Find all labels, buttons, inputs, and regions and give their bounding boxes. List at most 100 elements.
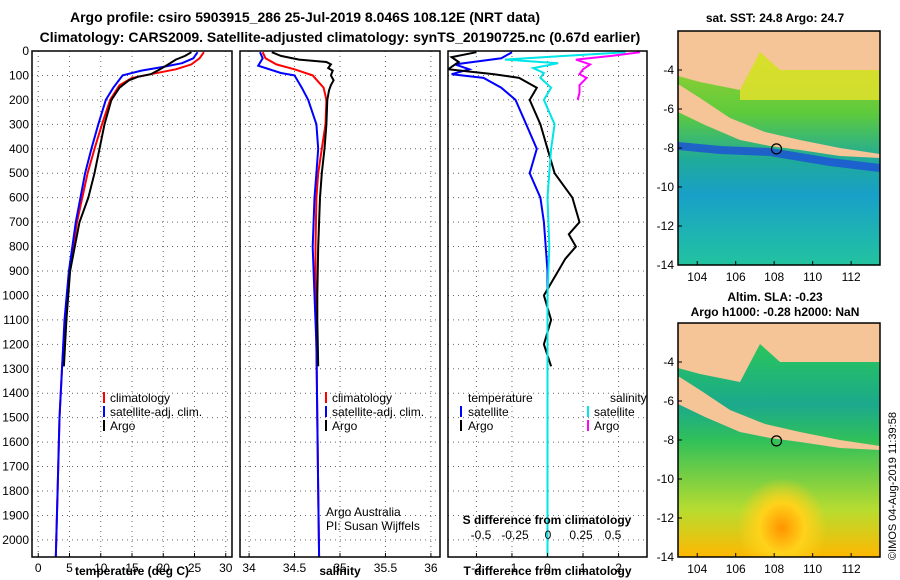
y-tick-label: 1300 bbox=[2, 362, 29, 376]
series-group bbox=[256, 51, 335, 557]
credits-line-1: Argo Australia bbox=[326, 505, 401, 519]
legend-label: satellite-adj. clim. bbox=[110, 405, 202, 419]
legend-label: satellite bbox=[468, 405, 509, 419]
sst-cool-band bbox=[678, 142, 880, 172]
x-tick-label: 35 bbox=[333, 561, 347, 575]
x-axis-label: T difference from climatology bbox=[463, 564, 631, 578]
x2-tick-label: 0.5 bbox=[605, 528, 622, 542]
legend-title-temperature: temperature bbox=[468, 391, 533, 405]
map-y-tick-label: -6 bbox=[663, 102, 674, 116]
x-tick-label: 2 bbox=[615, 561, 622, 575]
legend-label: Argo bbox=[110, 419, 136, 433]
legend-label: Argo bbox=[594, 419, 620, 433]
y-tick-label: 1100 bbox=[3, 313, 29, 327]
map-x-tick-label: 110 bbox=[803, 270, 822, 284]
x-tick-label: 15 bbox=[125, 561, 139, 575]
legend-label: satellite-adj. clim. bbox=[332, 405, 424, 419]
x-tick-label: 1 bbox=[580, 561, 587, 575]
x-tick-label: -2 bbox=[471, 561, 482, 575]
x-tick-label: 34 bbox=[242, 561, 256, 575]
y-tick-label: 1000 bbox=[2, 288, 29, 302]
x2-tick-label: -0.25 bbox=[501, 528, 529, 542]
title-line-1: Argo profile: csiro 5903915_286 25-Jul-2… bbox=[70, 9, 540, 25]
map-x-tick-label: 110 bbox=[803, 562, 822, 576]
x-tick-label: -1 bbox=[507, 561, 518, 575]
x-tick-label: 20 bbox=[157, 561, 171, 575]
map-y-tick-label: -4 bbox=[663, 63, 674, 77]
map-x-tick-label: 112 bbox=[842, 270, 861, 284]
map-y-tick-label: -8 bbox=[663, 141, 674, 155]
map-y-tick-label: -10 bbox=[657, 180, 675, 194]
y-tick-label: 700 bbox=[9, 215, 29, 229]
y-tick-label: 1800 bbox=[2, 484, 29, 498]
legend-label: climatology bbox=[332, 391, 392, 405]
y-tick-label: 600 bbox=[9, 191, 29, 205]
sla-map-title-line-1: Altim. SLA: -0.23 bbox=[727, 290, 823, 304]
x-tick-label: 10 bbox=[94, 561, 108, 575]
sst-land-borneo bbox=[678, 31, 880, 90]
x-axis-label: temperature (deg C) bbox=[75, 564, 189, 578]
series-group bbox=[448, 51, 641, 557]
legend-label: satellite bbox=[594, 405, 635, 419]
y-tick-label: 1700 bbox=[2, 460, 29, 474]
salinity-panel: 34 34.5 35 35.5 36 salinity climatologysatelli… bbox=[239, 50, 441, 578]
difference-panel: -2 -1 0 1 2T difference from climatology temp… bbox=[447, 50, 648, 578]
y-tick-label: 1900 bbox=[2, 508, 29, 522]
temperature-panel: 0 5 10 15 20 25 30 temperature (deg C) 0 100 200 30… bbox=[2, 44, 233, 578]
y-tick-label: 100 bbox=[9, 68, 29, 82]
y-tick-label: 400 bbox=[9, 142, 29, 156]
y-tick-label: 300 bbox=[9, 117, 29, 131]
legend-label: climatology bbox=[110, 391, 170, 405]
sla-map bbox=[678, 323, 880, 557]
map-x-tick-label: 104 bbox=[687, 270, 707, 284]
map-y-tick-label: -14 bbox=[657, 258, 675, 272]
x-tick-label: 5 bbox=[66, 561, 73, 575]
x2-axis-label: S difference from climatology bbox=[463, 513, 632, 527]
sla-land-borneo bbox=[678, 323, 880, 382]
sla-land-java bbox=[678, 376, 880, 450]
sla-argo-position-marker bbox=[770, 435, 783, 447]
y-tick-label: 1400 bbox=[2, 386, 29, 400]
legend-label: Argo bbox=[332, 419, 358, 433]
sst-map-ticks: 104 106 108 110 112 -4 -6 -8 -10 -12 -14 bbox=[657, 63, 861, 284]
sla-map-title-line-2: Argo h1000: -0.28 h2000: NaN bbox=[691, 305, 860, 319]
map-y-tick-label: -12 bbox=[657, 511, 675, 525]
map-y-tick-label: -6 bbox=[663, 394, 674, 408]
y-tick-label: 1600 bbox=[2, 435, 29, 449]
x-tick-label: 0 bbox=[35, 561, 42, 575]
map-x-tick-label: 104 bbox=[687, 562, 707, 576]
y-tick-label: 200 bbox=[9, 93, 29, 107]
map-y-tick-label: -4 bbox=[663, 355, 674, 369]
sst-map-title: sat. SST: 24.8 Argo: 24.7 bbox=[706, 11, 845, 25]
sst-land-java bbox=[678, 84, 880, 158]
y-tick-label: 0 bbox=[22, 44, 29, 58]
title-line-2: Climatology: CARS2009. Satellite-adjuste… bbox=[40, 29, 641, 45]
sla-high-anomaly bbox=[737, 478, 827, 557]
series-line-climatology bbox=[54, 51, 205, 557]
series-line-salinity-argo bbox=[575, 51, 641, 101]
map-x-tick-label: 108 bbox=[764, 270, 784, 284]
series-line-satellite-adj-clim- bbox=[54, 51, 199, 557]
series-line-argo bbox=[62, 51, 192, 367]
map-x-tick-label: 106 bbox=[726, 562, 746, 576]
legend-title-salinity: salinity bbox=[610, 391, 647, 405]
y-tick-label: 500 bbox=[9, 166, 29, 180]
credits-line-2: PI: Susan Wijffels bbox=[326, 519, 420, 533]
x-tick-label: 36 bbox=[424, 561, 438, 575]
x2-tick-label: -0.5 bbox=[471, 528, 492, 542]
series-line-satellite-adj-clim- bbox=[256, 51, 321, 557]
y-tick-label: 800 bbox=[9, 240, 29, 254]
timestamp: ©IMOS 04-Aug-2019 11:39:58 bbox=[887, 412, 899, 560]
x-axis-label: salinity bbox=[319, 564, 361, 578]
legend-label: Argo bbox=[468, 419, 494, 433]
map-x-tick-label: 112 bbox=[842, 562, 861, 576]
map-x-tick-label: 108 bbox=[764, 562, 784, 576]
x-tick-label: 30 bbox=[219, 561, 233, 575]
series-line-argo bbox=[271, 51, 335, 367]
y-tick-label: 1200 bbox=[2, 337, 29, 351]
x2-tick-label: 0.25 bbox=[569, 528, 593, 542]
map-y-tick-label: -8 bbox=[663, 433, 674, 447]
y-tick-label: 1500 bbox=[2, 411, 29, 425]
y-tick-label: 900 bbox=[9, 264, 29, 278]
